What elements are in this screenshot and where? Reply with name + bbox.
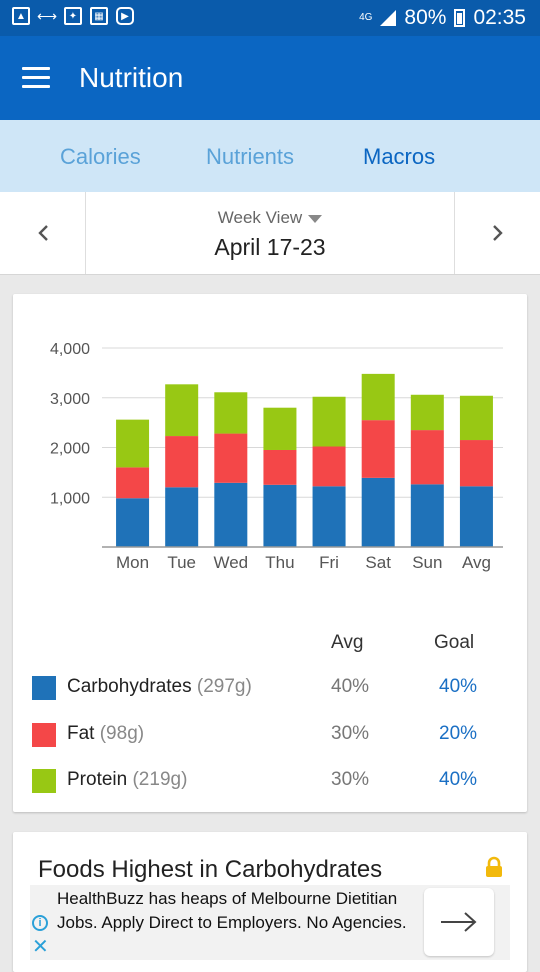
bar-segment-fat-sat (361, 420, 395, 478)
legend-avg: 30% (331, 769, 370, 790)
protein-swatch (32, 769, 56, 793)
legend-row-protein: Protein (219g) 30% 40% (13, 761, 527, 801)
tab-bar: Calories Nutrients Macros (0, 120, 540, 192)
fitness-app-icon: ✦ (64, 7, 82, 25)
bar-segment-carbohydrates-tue (165, 487, 199, 547)
notification-icons: ▲ ⟷ ✦ ▦ ▶ (12, 7, 134, 25)
goal-column-header: Goal (434, 632, 475, 653)
legend-name: Fat (67, 723, 95, 744)
week-selector: Week View April 17-23 (0, 192, 540, 275)
chevron-right-icon (492, 225, 503, 241)
status-bar: ▲ ⟷ ✦ ▦ ▶ 4G 80% 02:35 (0, 0, 540, 36)
tab-macros[interactable]: Macros (363, 144, 436, 169)
legend-row-fat: Fat (98g) 30% 20% (13, 715, 527, 755)
macros-bar-chart: 1,000 2,000 3,000 4,000 Mon Tue Wed Thu Fri Sat Su… (50, 341, 503, 572)
battery-icon (454, 9, 466, 27)
calendar-icon: ▦ (90, 7, 108, 25)
macros-chart-card: 1,000 2,000 3,000 4,000 Mon Tue Wed Thu Fri Sat Su… (13, 294, 527, 812)
foods-highest-title: Foods Highest in Carbohydrates (38, 856, 383, 883)
bar-segment-protein-sun (410, 394, 444, 431)
bar-segment-fat-thu (263, 449, 297, 485)
ad-close-icon[interactable]: ✕ (32, 936, 49, 958)
x-tick-label: Tue (167, 553, 196, 572)
signal-icon (380, 10, 397, 26)
bar-segment-protein-fri (312, 396, 346, 447)
legend-name: Protein (67, 769, 128, 790)
legend-row-carbohydrates: Carbohydrates (297g) 40% 40% (13, 668, 527, 708)
x-tick-label: Sat (365, 553, 391, 572)
youtube-icon: ▶ (116, 7, 134, 25)
bar-segment-carbohydrates-avg (459, 486, 493, 547)
fat-swatch (32, 723, 56, 747)
tab-calories[interactable]: Calories (60, 144, 141, 169)
network-type: 4G (359, 12, 373, 23)
arrow-right-icon (441, 912, 477, 932)
ad-banner[interactable]: i ✕ HealthBuzz has heaps of Melbourne Di… (30, 885, 510, 960)
bar-segment-carbohydrates-mon (116, 498, 150, 547)
week-range: April 17-23 (214, 234, 326, 260)
y-tick-label: 3,000 (50, 391, 90, 408)
week-view-label: Week View (217, 208, 303, 227)
legend-name: Carbohydrates (67, 676, 192, 697)
x-tick-label: Wed (213, 553, 248, 572)
y-tick-label: 4,000 (50, 341, 90, 358)
bar-segment-fat-mon (116, 467, 150, 499)
bar-segment-fat-wed (214, 433, 248, 483)
page-title: Nutrition (79, 62, 184, 93)
clock: 02:35 (473, 6, 526, 29)
caret-down-icon (308, 214, 323, 223)
x-tick-label: Thu (265, 553, 294, 572)
legend-avg: 30% (331, 723, 370, 744)
x-tick-label: Fri (319, 553, 339, 572)
legend-avg: 40% (331, 676, 370, 697)
next-week-button[interactable] (454, 192, 540, 274)
bar-segment-protein-sat (361, 373, 395, 421)
chevron-left-icon (37, 225, 48, 241)
previous-week-button[interactable] (0, 192, 86, 274)
week-view-dropdown[interactable]: Week View April 17-23 (86, 192, 454, 274)
ad-open-button[interactable] (424, 888, 494, 956)
ad-text: HealthBuzz has heaps of Melbourne Dietit… (57, 889, 407, 932)
lock-icon (486, 856, 502, 877)
legend-goal[interactable]: 40% (439, 769, 478, 790)
avg-column-header: Avg (331, 632, 364, 653)
tab-nutrients[interactable]: Nutrients (206, 144, 295, 169)
bar-segment-fat-avg (459, 440, 493, 487)
gallery-icon: ▲ (12, 7, 30, 25)
legend-grams: (219g) (132, 769, 188, 790)
legend-goal[interactable]: 40% (439, 676, 478, 697)
bar-segment-carbohydrates-sun (410, 484, 444, 547)
bar-segment-protein-mon (116, 419, 150, 468)
x-tick-label: Avg (462, 553, 491, 572)
bar-segment-carbohydrates-thu (263, 484, 297, 547)
y-tick-label: 1,000 (50, 490, 90, 507)
bar-segment-carbohydrates-sat (361, 477, 395, 547)
bar-segment-fat-fri (312, 446, 346, 487)
x-tick-label: Mon (116, 553, 149, 572)
bar-segment-protein-thu (263, 407, 297, 450)
bar-segment-carbohydrates-fri (312, 486, 346, 547)
bar-segment-fat-sun (410, 430, 444, 485)
ad-info-icon[interactable]: i (32, 915, 48, 931)
bar-segment-fat-tue (165, 436, 199, 488)
transfer-icon: ⟷ (36, 7, 58, 24)
bar-segment-protein-tue (165, 384, 199, 437)
carbohydrates-swatch (32, 676, 56, 700)
legend-grams: (297g) (196, 676, 252, 697)
y-tick-label: 2,000 (50, 441, 90, 458)
battery-percent: 80% (404, 6, 447, 29)
bar-segment-carbohydrates-wed (214, 482, 248, 547)
bar-segment-protein-wed (214, 392, 248, 434)
app-bar: Nutrition (0, 36, 540, 120)
legend-grams: (98g) (99, 723, 145, 744)
x-tick-label: Sun (412, 553, 442, 572)
menu-icon[interactable] (22, 67, 50, 89)
bar-segment-protein-avg (459, 395, 493, 441)
legend-goal[interactable]: 20% (439, 723, 478, 744)
